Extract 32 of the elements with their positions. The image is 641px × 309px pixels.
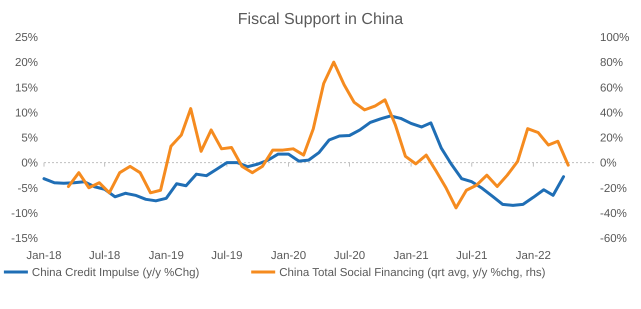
chart-title: Fiscal Support in China xyxy=(238,11,404,28)
x-tick-label: Jan-18 xyxy=(26,250,62,262)
x-tick-label: Jan-22 xyxy=(516,250,551,262)
x-tick-label: Jul-20 xyxy=(334,250,366,262)
line-series xyxy=(66,60,570,210)
x-tick-label: Jan-19 xyxy=(148,250,184,262)
y2-tick-label: -20% xyxy=(600,182,627,195)
y2-tick-label: -60% xyxy=(600,233,627,246)
y-tick-label: 0% xyxy=(21,158,38,170)
y2-tick-label: 60% xyxy=(600,82,624,94)
y-tick-label: 25% xyxy=(14,32,38,44)
y-tick-label: -10% xyxy=(11,208,38,220)
y2-tick-label: -40% xyxy=(600,208,627,220)
x-tick-label: Jan-21 xyxy=(394,250,429,262)
x-tick-label: Jul-18 xyxy=(88,250,120,262)
y2-tick-label: 0% xyxy=(600,158,617,170)
legend-label: China Total Social Financing (qrt avg, y/y %chg, rhs) xyxy=(279,267,546,280)
y2-tick-label: 80% xyxy=(600,57,624,70)
x-tick-label: Jul-21 xyxy=(456,250,488,262)
y-tick-label: -5% xyxy=(18,182,38,195)
x-tick-label: Jan-20 xyxy=(270,250,306,262)
x-tick-label: Jul-19 xyxy=(211,250,243,262)
y2-tick-label: 100% xyxy=(600,32,630,44)
y2-tick-label: 20% xyxy=(600,132,624,145)
line-series xyxy=(42,114,566,207)
y-tick-label: 20% xyxy=(14,57,38,70)
y-tick-label: 5% xyxy=(21,132,38,145)
y-tick-label: -15% xyxy=(11,233,38,246)
y-tick-label: 10% xyxy=(14,107,38,120)
y-tick-label: 15% xyxy=(14,82,38,94)
legend-label: China Credit Impulse (y/y %Chg) xyxy=(32,267,200,280)
y2-tick-label: 40% xyxy=(600,107,624,120)
